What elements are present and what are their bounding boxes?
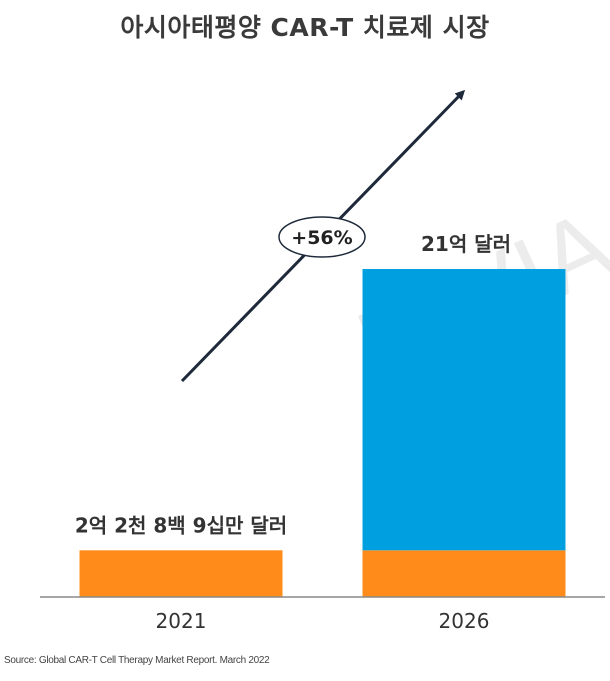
source-note: Source: Global CAR-T Cell Therapy Market… bbox=[4, 655, 270, 666]
chart-title: 아시아태평양 CAR-T 치료제 시장 bbox=[120, 13, 490, 42]
bar-2026-segment-0 bbox=[362, 550, 566, 597]
growth-badge bbox=[278, 216, 366, 258]
bar-2026-segment-1 bbox=[362, 269, 566, 551]
x-tick-label-2021: 2021 bbox=[156, 609, 207, 633]
x-tick-label-2026: 2026 bbox=[439, 609, 490, 633]
bar-2021-segment-0 bbox=[79, 550, 283, 597]
growth-label: +56% bbox=[291, 227, 352, 249]
data-label-2026: 21억 달러 bbox=[421, 232, 511, 256]
data-label-2021: 2억 2천 8백 9십만 달러 bbox=[75, 513, 287, 537]
